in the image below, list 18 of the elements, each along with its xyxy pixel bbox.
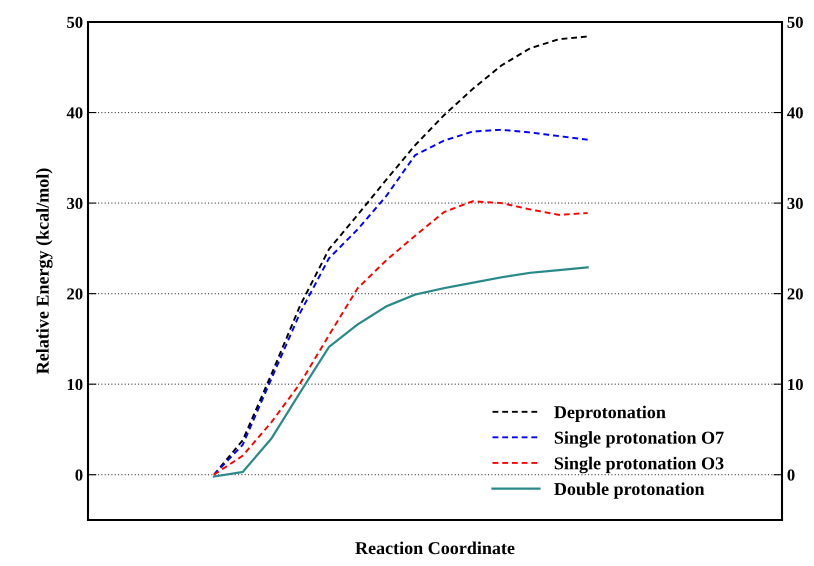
y-tick-label: 40: [66, 107, 83, 118]
legend-label: Single protonation O7: [554, 431, 724, 448]
y2-tick-label: 0: [787, 469, 795, 481]
y2-tick-label: 10: [788, 378, 803, 390]
x-axis-title: Reaction Coordinate: [355, 542, 515, 554]
legend-label: Double protonation: [554, 482, 704, 499]
y-tick-label: 10: [68, 378, 83, 390]
y-tick-label: 30: [67, 198, 83, 210]
y-tick-label: 50: [67, 16, 83, 28]
legend-label: Deprotonation: [554, 406, 666, 422]
y2-tick-label: 40: [787, 107, 803, 118]
y2-tick-label: 50: [788, 16, 803, 28]
y-tick-label: 0: [75, 469, 83, 481]
y2-tick-label: 30: [787, 198, 803, 210]
y-axis-title: Relative Energy (kcal/mol): [36, 168, 53, 374]
y2-tick-label: 20: [788, 288, 803, 300]
legend-label: Single protonation O3: [554, 456, 724, 474]
y-tick-label: 20: [67, 288, 83, 300]
